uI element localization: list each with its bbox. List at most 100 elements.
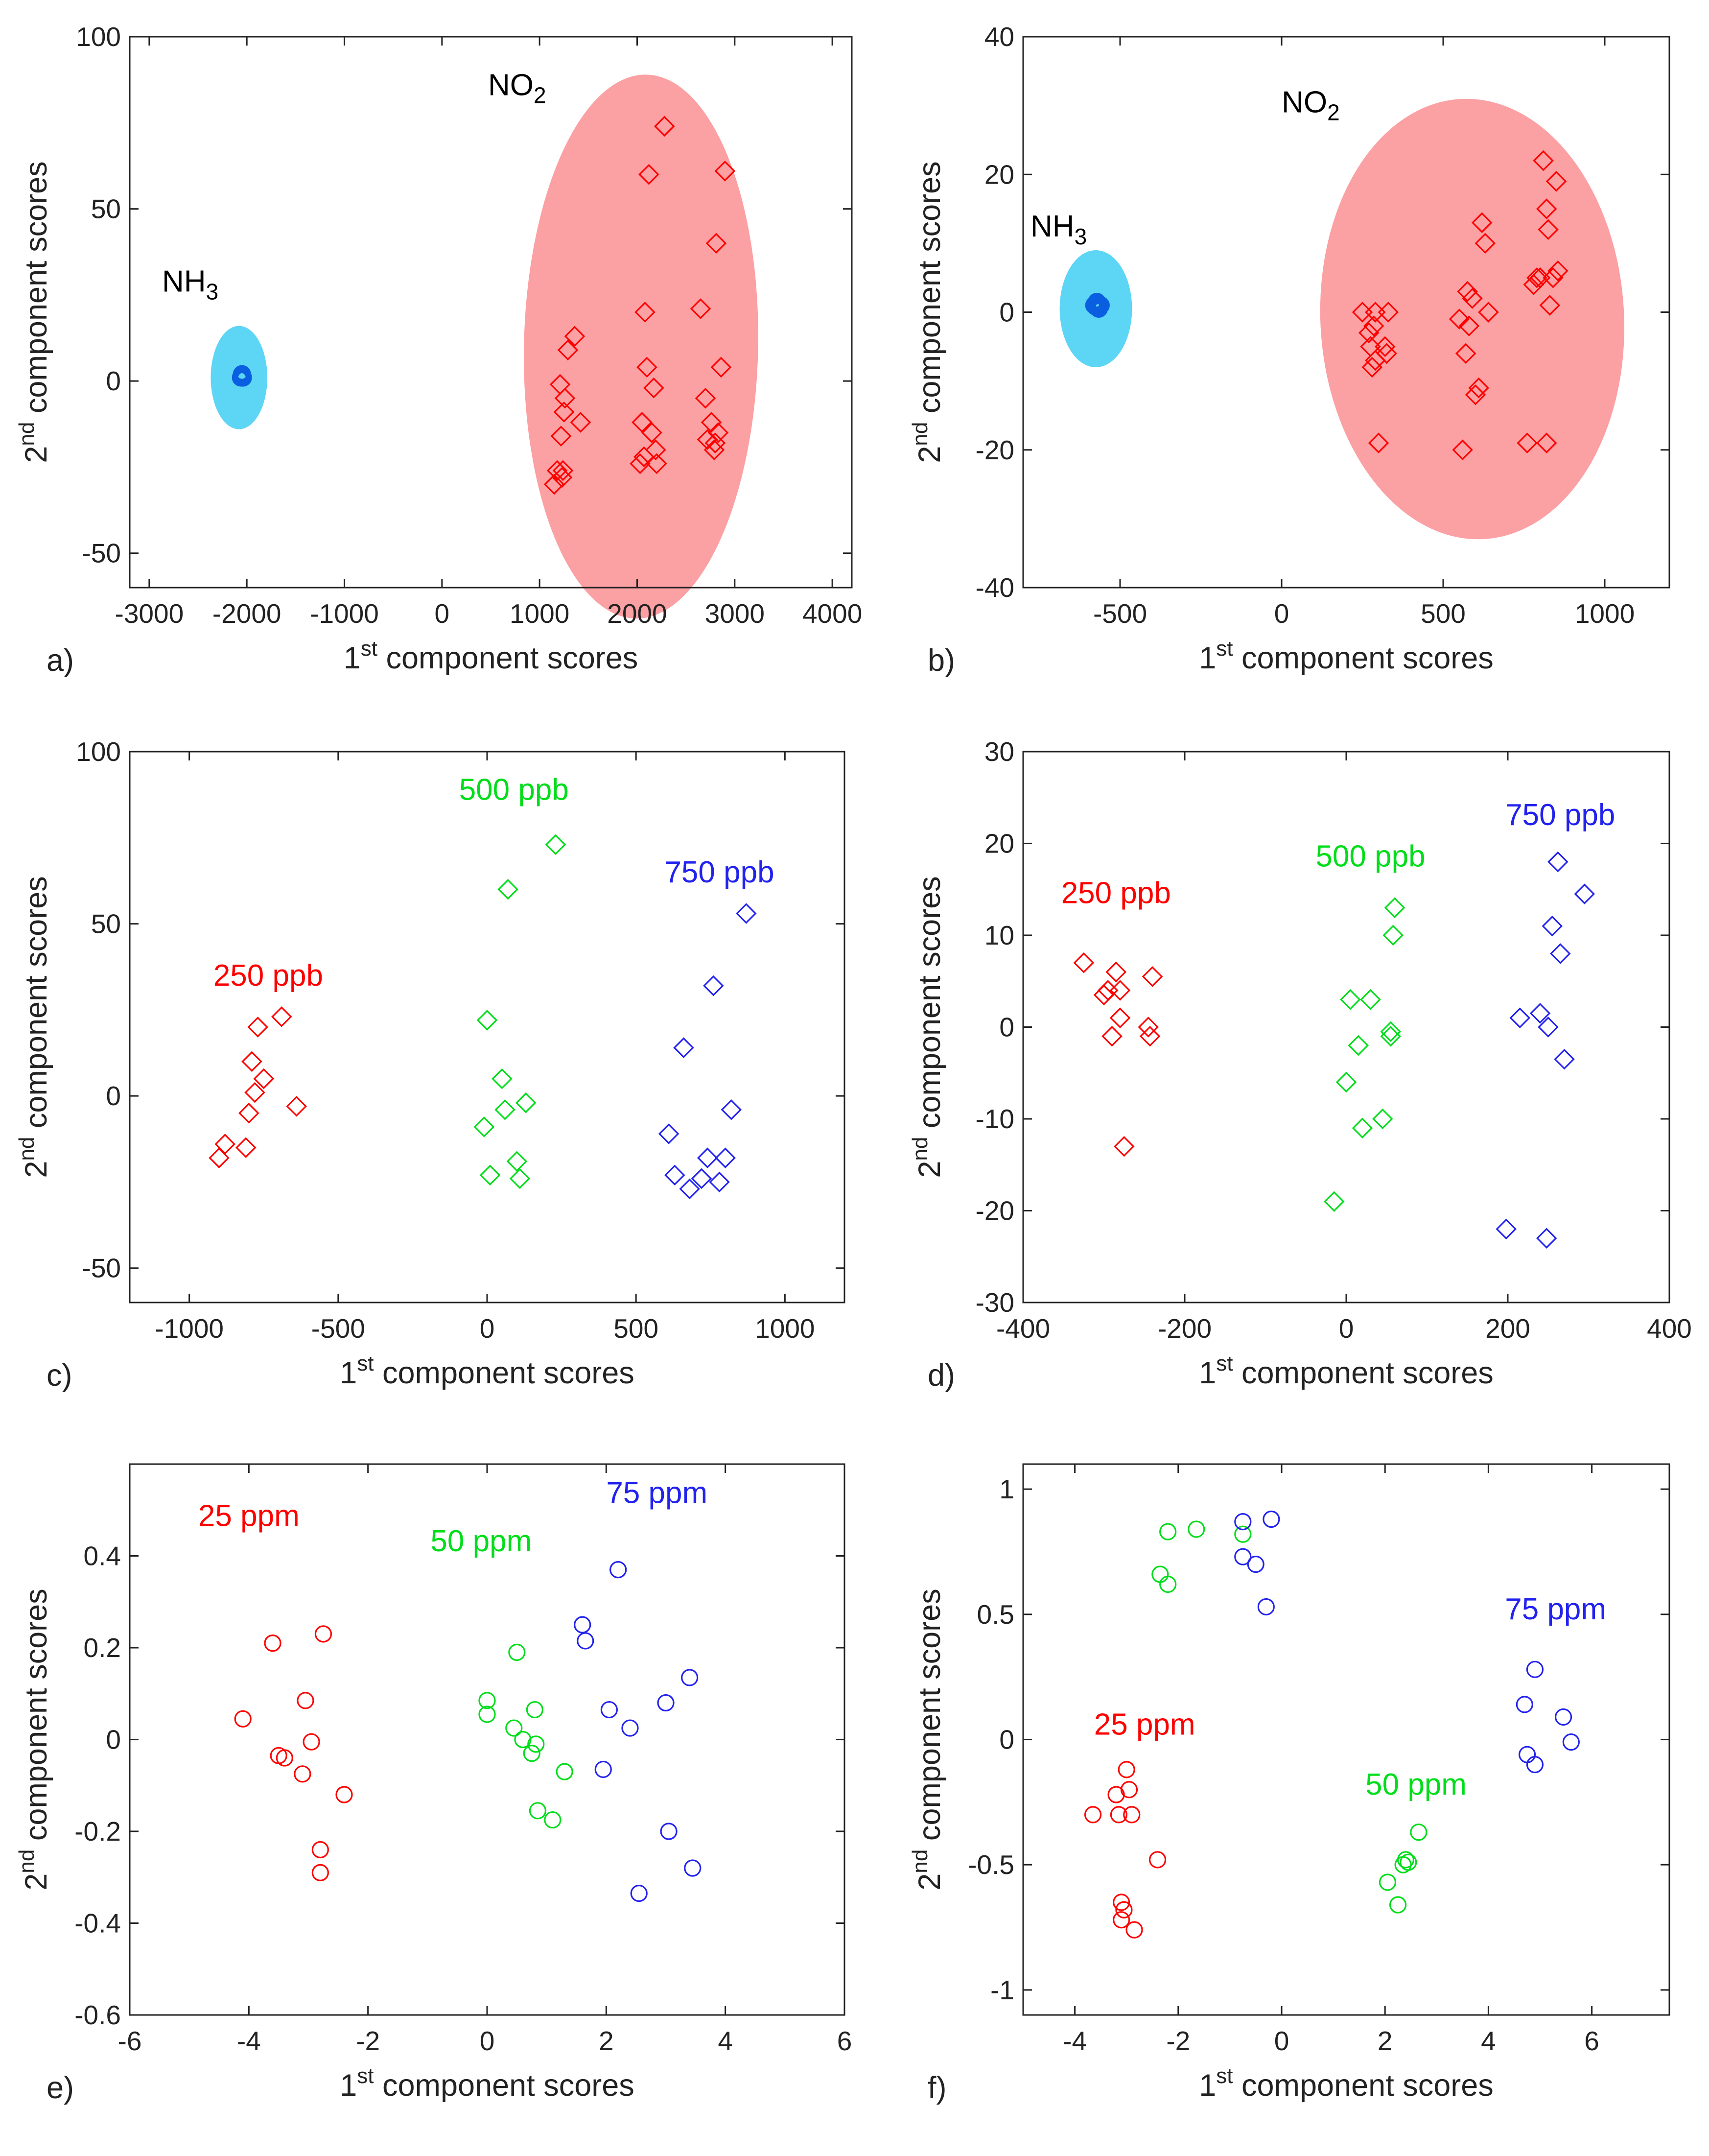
data-point: [630, 1884, 648, 1902]
data-point: [715, 1147, 736, 1168]
y-tick-label: -20: [976, 435, 1015, 465]
data-point: [247, 1017, 268, 1038]
data-point: [657, 1694, 675, 1712]
y-tick-label: -0.6: [74, 2000, 121, 2030]
data-point: [600, 1701, 618, 1719]
data-point: [1352, 1117, 1373, 1139]
data-point: [1458, 315, 1480, 336]
data-point: [1257, 1598, 1275, 1616]
data-point: [1113, 1136, 1135, 1157]
data-point: [632, 412, 653, 433]
data-point: [1526, 267, 1547, 288]
data-point: [684, 1859, 702, 1877]
y-tick-label: -20: [976, 1196, 1015, 1226]
data-point: [1519, 1746, 1536, 1763]
x-tick-label: 200: [1485, 1313, 1530, 1344]
x-tick-label: 3000: [705, 598, 765, 629]
data-point: [1234, 1548, 1252, 1565]
data-point: [679, 1178, 700, 1200]
data-point: [1335, 1071, 1357, 1093]
y-tick-label: -0.2: [74, 1816, 121, 1847]
x-tick-label: 4000: [802, 598, 862, 629]
data-point: [1374, 336, 1396, 357]
data-point: [634, 302, 656, 323]
data-point: [1410, 1824, 1428, 1841]
data-point: [1554, 1708, 1572, 1726]
data-point: [570, 412, 591, 433]
data-point: [1526, 1756, 1544, 1774]
data-point: [253, 1068, 275, 1090]
x-tick-label: -1000: [155, 1313, 224, 1344]
annotation-250-ppb: 250 ppb: [1061, 876, 1171, 910]
data-point: [1263, 1510, 1280, 1528]
data-point: [1109, 1007, 1131, 1029]
panel-label: a): [47, 643, 74, 678]
data-point: [1400, 1853, 1417, 1871]
data-point: [1339, 989, 1361, 1010]
data-point: [1455, 343, 1476, 364]
data-point: [1159, 1575, 1177, 1593]
x-tick-label: -2: [356, 2026, 380, 2056]
panel-label: d): [928, 1358, 955, 1393]
x-axis-label: 1st component scores: [344, 637, 638, 675]
data-point: [1363, 315, 1384, 336]
data-point: [1113, 1911, 1130, 1929]
data-point: [1151, 1565, 1169, 1583]
x-tick-label: 2: [599, 2026, 614, 2056]
annotation-750-ppb: 750 ppb: [664, 855, 774, 889]
data-point: [523, 1745, 540, 1762]
data-point: [1384, 897, 1405, 919]
data-point: [1533, 150, 1554, 171]
annotation-50-ppm: 50 ppm: [430, 1524, 532, 1558]
annotation-no: NO2: [1282, 86, 1340, 125]
data-point: [1105, 961, 1127, 983]
data-point: [1378, 302, 1399, 323]
data-point: [1382, 924, 1404, 946]
data-point: [1574, 883, 1595, 904]
data-point: [630, 453, 651, 474]
data-point: [1462, 288, 1483, 309]
data-point: [704, 432, 726, 453]
data-point: [1120, 1781, 1138, 1799]
annotation-no: NO2: [488, 69, 546, 108]
x-tick-label: 500: [613, 1313, 658, 1344]
data-point: [235, 1137, 257, 1158]
data-point: [1547, 260, 1569, 282]
y-axis-label: 2nd component scores: [15, 161, 53, 463]
data-point: [276, 1749, 293, 1767]
data-point: [479, 1164, 501, 1186]
data-point: [311, 1864, 329, 1881]
data-point: [1496, 1218, 1517, 1240]
data-point: [1478, 302, 1499, 323]
data-point: [705, 233, 727, 254]
x-tick-label: 0: [1274, 598, 1289, 629]
data-point: [1523, 274, 1545, 295]
data-point: [241, 1051, 262, 1072]
data-point: [1376, 343, 1397, 364]
data-point: [1471, 212, 1493, 233]
annotation-750-ppb: 750 ppb: [1505, 798, 1615, 832]
y-tick-label: 0.2: [84, 1633, 121, 1663]
data-point: [1475, 233, 1496, 254]
x-tick-label: 1000: [510, 598, 569, 629]
y-tick-label: 0.5: [977, 1599, 1014, 1630]
y-tick-label: 100: [76, 736, 121, 767]
x-axis-label: 1st component scores: [340, 2064, 634, 2103]
y-tick-label: -0.4: [74, 1908, 121, 1939]
y-tick-label: -40: [976, 572, 1015, 603]
data-point: [1368, 432, 1389, 453]
x-tick-label: -6: [118, 2026, 142, 2056]
data-point: [543, 474, 565, 495]
data-point: [1123, 1806, 1141, 1824]
x-tick-label: -3000: [115, 598, 184, 629]
annotation-250-ppb: 250 ppb: [213, 959, 323, 993]
x-axis-label: 1st component scores: [340, 1351, 634, 1390]
data-point: [1389, 1896, 1407, 1914]
y-axis-label: 2nd component scores: [908, 876, 947, 1178]
data-point: [544, 1811, 562, 1829]
data-point: [673, 1037, 694, 1058]
x-tick-label: 0: [1339, 1313, 1354, 1344]
y-tick-label: -0.5: [968, 1849, 1014, 1880]
x-tick-label: -4: [1063, 2026, 1087, 2056]
data-point: [294, 1765, 311, 1783]
